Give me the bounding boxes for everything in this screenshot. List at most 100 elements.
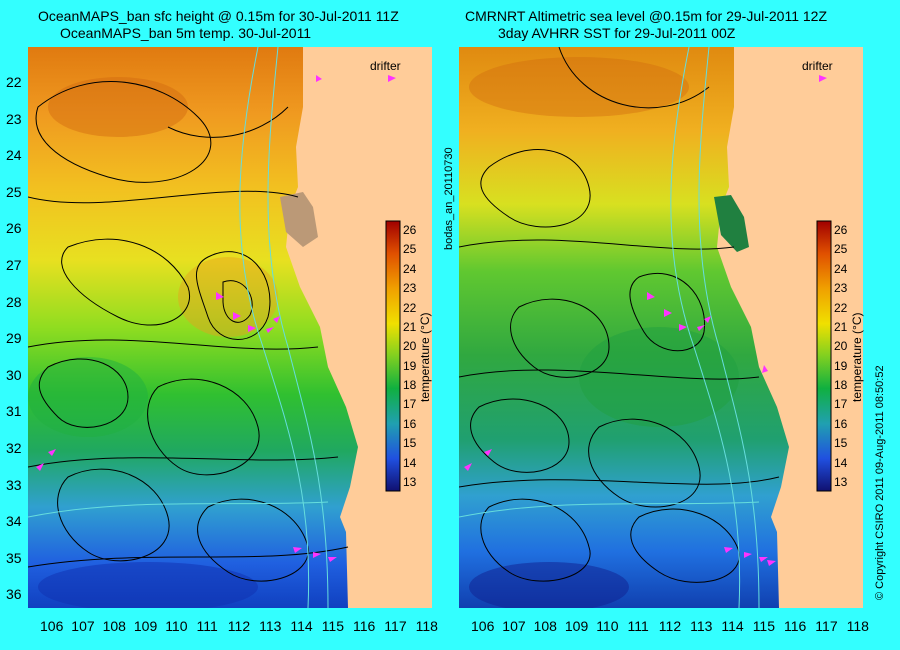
longitude-label: 110 — [165, 618, 188, 634]
colorbar-tick: 22 — [834, 300, 848, 315]
colorbar-unit-right: temperature (°C) — [850, 312, 864, 403]
longitude-label: 107 — [71, 618, 95, 634]
drifter-tracks — [464, 75, 827, 566]
colorbar-tick: 15 — [834, 436, 848, 451]
longitude-label: 106 — [471, 618, 495, 634]
warm-patch — [469, 57, 689, 117]
longitude-label: 111 — [627, 618, 649, 634]
colorbar-tick: 24 — [403, 261, 417, 276]
latitude-label: 26 — [6, 220, 22, 237]
colorbar-tick: 25 — [834, 242, 848, 257]
isobaths — [28, 47, 329, 608]
latitude-label: 22 — [6, 74, 22, 90]
copyright-label: © Copyright CSIRO 2011 09-Aug-2011 08:50… — [874, 365, 886, 600]
colorbar-tick: 18 — [834, 378, 848, 393]
latitude-label: 36 — [6, 586, 22, 603]
colorbar-tick: 22 — [403, 300, 417, 315]
latitude-label: 28 — [6, 293, 22, 310]
longitude-label: 115 — [752, 618, 776, 634]
colorbar-left — [385, 220, 401, 492]
coastal-island — [280, 192, 318, 247]
latitude-label: 33 — [6, 476, 22, 493]
latitude-label: 29 — [6, 330, 22, 347]
latitude-label: 23 — [6, 110, 22, 127]
drifter-legend-icon — [388, 75, 396, 82]
longitude-label: 116 — [353, 618, 376, 634]
colorbar-unit-left: temperature (°C) — [418, 312, 432, 403]
colorbar-tick: 16 — [403, 416, 417, 431]
latitude-label: 27 — [6, 257, 22, 273]
warm-patch — [48, 77, 188, 137]
longitude-label: 117 — [815, 618, 838, 634]
drifter-label-right: drifter — [802, 59, 833, 73]
longitude-label: 110 — [596, 618, 619, 634]
isobaths — [459, 47, 760, 608]
longitude-label: 109 — [564, 618, 589, 634]
right-map — [459, 47, 863, 608]
longitude-label: 116 — [784, 618, 807, 634]
sea-level-contours — [28, 81, 349, 582]
colorbar-tick: 20 — [834, 339, 848, 354]
colorbar-tick: 25 — [403, 242, 417, 257]
colorbar-tick: 16 — [834, 416, 848, 431]
longitude-label: 115 — [321, 618, 345, 634]
colorbar-tick: 13 — [834, 475, 848, 489]
colorbar-tick: 18 — [403, 378, 417, 393]
left-map — [28, 47, 432, 608]
latitude-label: 25 — [6, 183, 22, 200]
longitude-label: 111 — [196, 618, 218, 634]
drifter-legend-icon — [819, 75, 827, 82]
green-patch — [579, 327, 739, 427]
longitude-label: 109 — [133, 618, 158, 634]
longitude-label: 112 — [658, 618, 682, 634]
latitude-label: 30 — [6, 366, 22, 383]
longitude-label: 118 — [846, 618, 869, 634]
latitude-label: 24 — [6, 147, 22, 164]
right-map-panel — [459, 47, 863, 608]
colorbar-tick: 21 — [834, 319, 848, 334]
longitude-label: 113 — [690, 618, 713, 634]
latitude-label: 32 — [6, 440, 22, 456]
longitude-label: 113 — [259, 618, 282, 634]
right-title-line2: 3day AVHRR SST for 29-Jul-2011 00Z — [498, 25, 736, 41]
sea-level-contours — [459, 47, 780, 583]
left-title-line2: OceanMAPS_ban 5m temp. 30-Jul-2011 — [60, 25, 312, 41]
longitude-label: 108 — [102, 618, 126, 634]
longitude-label: 114 — [721, 618, 744, 634]
longitude-label: 106 — [40, 618, 64, 634]
left-map-panel — [28, 47, 432, 608]
colorbar-tick: 26 — [834, 223, 848, 237]
colorbar-tick: 19 — [834, 358, 848, 373]
cold-patch — [38, 562, 258, 608]
colorbar-tick: 17 — [403, 397, 417, 412]
colorbar-tick: 14 — [834, 455, 848, 470]
colorbar-tick: 23 — [834, 281, 848, 296]
latitude-label: 31 — [6, 403, 22, 420]
warm-eddy — [178, 257, 278, 337]
cold-patch — [469, 562, 629, 608]
drifter-tracks — [36, 75, 396, 562]
latitude-label: 35 — [6, 549, 22, 566]
latitude-label: 34 — [6, 513, 22, 530]
longitude-label: 107 — [502, 618, 526, 634]
colorbar-tick: 21 — [403, 319, 417, 334]
longitude-label: 118 — [415, 618, 438, 634]
colorbar-tick: 20 — [403, 339, 417, 354]
colorbar-tick: 23 — [403, 281, 417, 296]
colorbar-tick: 24 — [834, 261, 848, 276]
longitude-label: 114 — [290, 618, 313, 634]
right-title-line1: CMRNRT Altimetric sea level @0.15m for 2… — [465, 8, 828, 24]
colorbar-tick: 15 — [403, 436, 417, 451]
colorbar-tick: 19 — [403, 358, 417, 373]
colorbar-tick: 14 — [403, 455, 417, 470]
colorbar-tick: 26 — [403, 223, 417, 237]
run-id-label: bodas_an_20110730 — [443, 147, 455, 250]
longitude-label: 117 — [384, 618, 407, 634]
drifter-label-left: drifter — [370, 59, 401, 73]
left-title-line1: OceanMAPS_ban sfc height @ 0.15m for 30-… — [38, 8, 399, 24]
longitude-label: 108 — [533, 618, 557, 634]
colorbar-tick: 17 — [834, 397, 848, 412]
colorbar-right — [816, 220, 832, 492]
colorbar-tick: 13 — [403, 475, 417, 489]
longitude-label: 112 — [227, 618, 251, 634]
